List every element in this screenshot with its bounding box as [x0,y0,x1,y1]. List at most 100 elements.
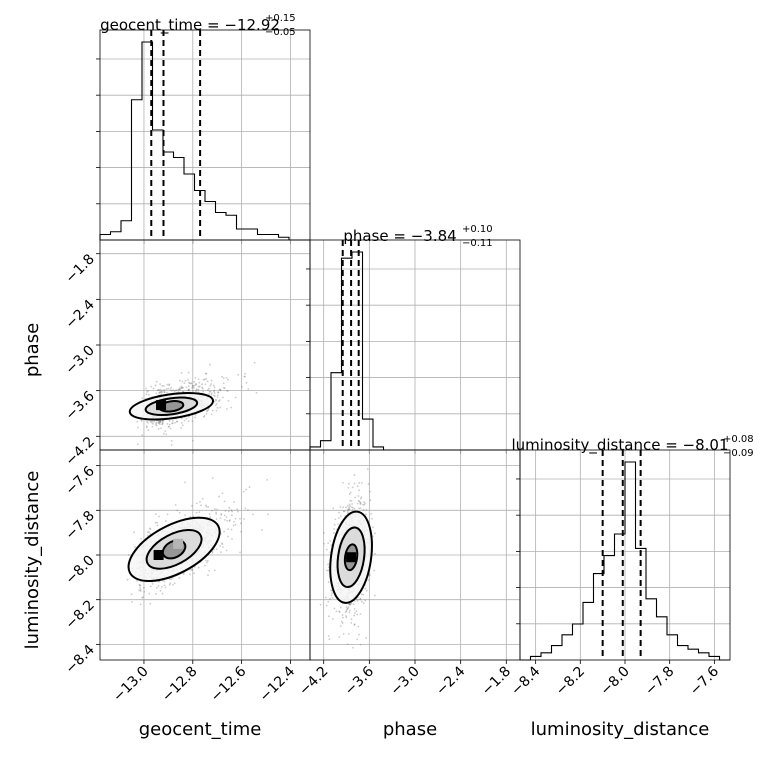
scatter-point [227,389,229,392]
scatter-point [170,444,173,446]
scatter-point [226,389,229,392]
scatter-point [145,387,147,390]
scatter-point [369,490,371,493]
scatter-point [205,378,208,380]
scatter-point [187,415,190,418]
scatter-point [205,505,208,508]
scatter-point [345,608,348,611]
scatter-point [244,372,246,375]
scatter-point [338,636,341,639]
scatter-point [185,417,188,420]
scatter-point [342,633,345,635]
scatter-point [163,390,166,393]
scatter-point [180,427,182,429]
title-phase-plus: +0.10 [462,224,493,235]
scatter-point [353,624,356,626]
scatter-point [163,388,166,391]
scatter-point [141,397,144,400]
scatter-point [198,511,201,514]
scatter-point [347,508,350,511]
x-tick-label: −8.0 [597,664,632,699]
scatter-point [208,569,211,572]
scatter-point [342,481,344,484]
scatter-point [171,422,173,425]
scatter-point [157,421,160,423]
scatter-point [136,443,139,446]
scatter-point [181,386,184,389]
scatter-point [180,387,183,390]
hist-panel-phase [306,239,521,454]
scatter-point [159,590,162,592]
scatter-point [356,638,359,641]
scatter-point [152,423,154,425]
scatter-point [211,409,214,412]
scatter-point [183,419,186,422]
scatter-point [174,389,177,392]
scatter-point [205,559,207,562]
x-tick-label: −1.8 [479,664,514,699]
y-tick-label: −8.0 [62,553,97,588]
scatter-point [173,390,176,392]
scatter-point [327,563,329,566]
scatter-point [346,510,349,513]
scatter-point [216,406,219,409]
scatter-point [178,387,181,390]
scatter-point [213,392,216,394]
scatter-point [203,564,206,567]
scatter-point [222,396,224,399]
scatter-point [338,610,340,613]
title-geocent-time: geocent_time = −12.92 [100,16,280,35]
scatter-point [216,394,219,397]
scatter-point [243,375,246,378]
scatter-point [367,579,370,582]
scatter-point [214,398,217,401]
scatter-point [215,513,218,515]
scatter-point [157,585,160,587]
scatter-point [155,423,157,426]
scatter-point [227,378,229,381]
scatter-point [168,423,171,426]
xlabel-geocent-time: geocent_time [139,719,262,740]
scatter-point [335,610,338,613]
scatter-point [140,537,142,540]
scatter-point [170,578,173,581]
scatter-point [139,603,142,606]
peak-cell [346,552,357,563]
scatter-point [166,423,169,425]
scatter-point [168,384,170,387]
scatter-point [350,506,353,509]
scatter-point [190,569,193,572]
scatter-point [161,391,164,393]
scatter-point [230,509,233,512]
scatter-point [173,582,176,585]
scatter-point [226,519,229,522]
x-tick-label: −12.8 [159,664,201,706]
scatter-point [149,532,152,535]
y-tick-label: −8.2 [62,597,97,632]
ylabel-luminosity-distance: luminosity_distance [22,471,43,650]
scatter-point [360,593,363,596]
scatter-point [352,603,355,606]
scatter-point [192,515,195,518]
scatter-point [219,544,222,547]
scatter-point [213,569,216,572]
scatter-point [187,420,190,423]
scatter-point [155,513,157,516]
scatter-point [230,514,233,517]
xlabel-luminosity-distance: luminosity_distance [531,719,710,740]
scatter-point [368,574,371,577]
scatter-point [141,434,144,437]
scatter-point [191,568,193,571]
scatter-point [347,486,350,489]
scatter-point [331,592,333,595]
scatter-point [142,596,145,598]
scatter-point [370,513,373,515]
scatter-point [166,391,168,394]
y-tick-label: −4.2 [62,434,97,469]
scatter-point [347,508,350,511]
scatter-point [171,419,174,422]
scatter-point [188,382,191,385]
scatter-point [206,410,208,412]
scatter-point [347,511,349,514]
scatter-point [333,607,336,610]
